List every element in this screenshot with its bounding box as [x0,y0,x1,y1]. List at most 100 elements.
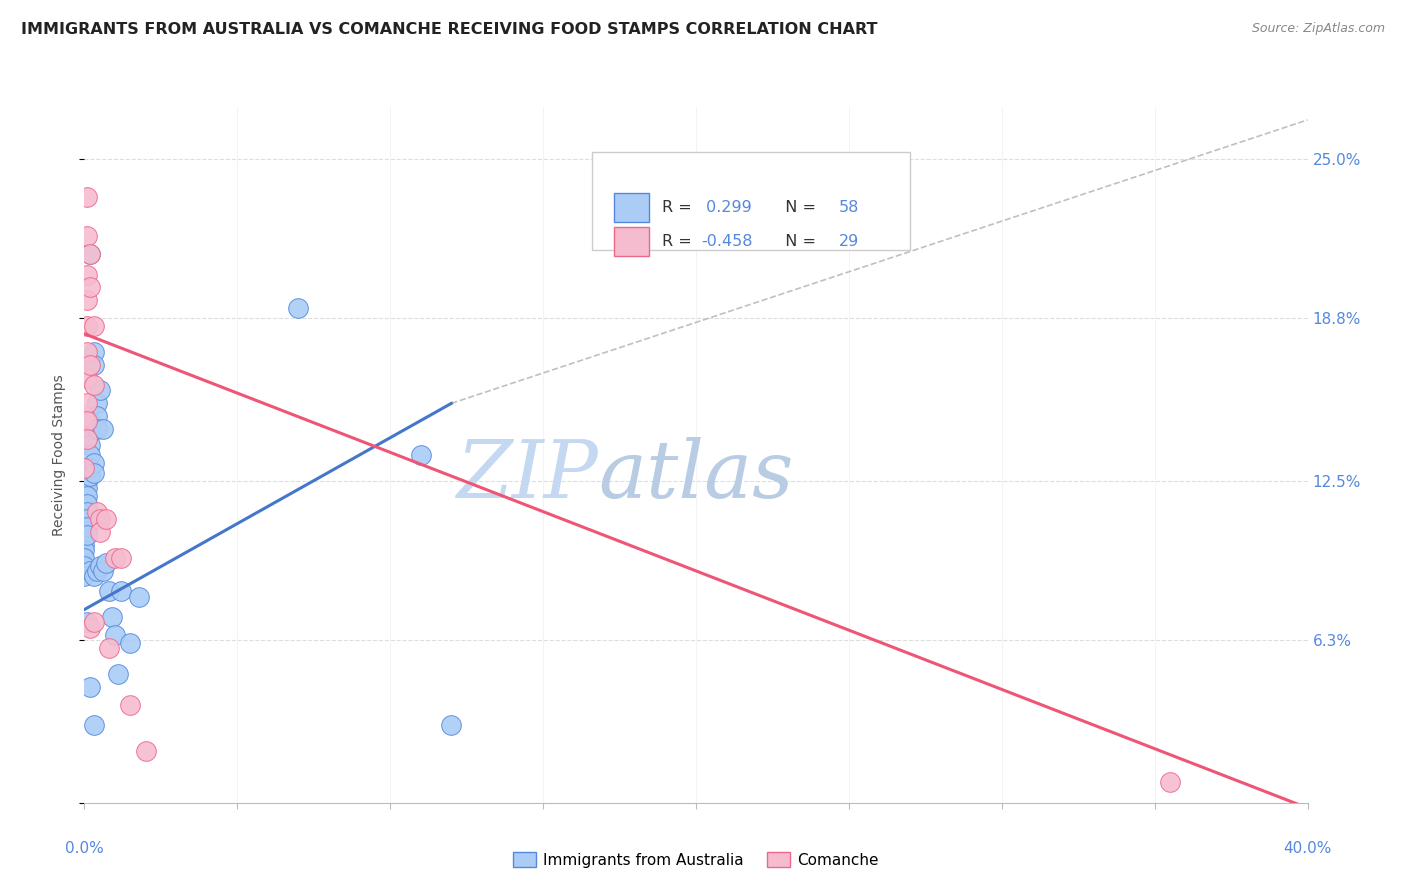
Point [76,370,98,384]
Point [110,551,132,566]
Point [79,247,101,261]
Point [76,528,98,542]
Point [79,621,101,635]
Point [76,520,98,534]
Point [83,378,105,392]
Point [76,468,98,483]
Point [79,414,101,428]
Point [79,437,101,451]
Point [73,460,96,475]
Point [79,448,101,462]
FancyBboxPatch shape [614,193,650,222]
Text: 40.0%: 40.0% [1284,841,1331,856]
Point [104,551,127,566]
Text: IMMIGRANTS FROM AUSTRALIA VS COMANCHE RECEIVING FOOD STAMPS CORRELATION CHART: IMMIGRANTS FROM AUSTRALIA VS COMANCHE RE… [21,22,877,37]
Point [94,556,117,570]
Point [76,414,98,428]
Point [89,512,111,526]
Point [86,396,108,410]
Point [73,409,96,424]
Point [79,280,101,294]
Point [86,505,108,519]
Point [76,319,98,334]
Point [73,491,96,506]
Point [79,460,101,475]
Text: 0.0%: 0.0% [65,841,104,856]
Point [76,615,98,630]
Point [73,486,96,500]
Y-axis label: Receiving Food Stamps: Receiving Food Stamps [52,374,66,536]
Point [76,482,98,496]
Text: R =: R = [662,234,696,249]
Point [73,530,96,544]
Point [94,512,117,526]
Point [73,525,96,540]
Point [76,512,98,526]
Point [86,564,108,578]
Text: Source: ZipAtlas.com: Source: ZipAtlas.com [1251,22,1385,36]
Point [97,584,120,599]
FancyBboxPatch shape [614,227,650,256]
Point [76,344,98,359]
Point [73,476,96,491]
FancyBboxPatch shape [592,153,910,250]
Point [79,680,101,694]
Point [73,512,96,526]
Point [79,564,101,578]
Point [128,590,150,604]
Point [73,517,96,532]
Legend: Immigrants from Australia, Comanche: Immigrants from Australia, Comanche [505,844,887,875]
Point [79,247,101,261]
Point [76,497,98,511]
Point [83,615,105,630]
Point [83,358,105,372]
Point [73,500,96,514]
Point [73,538,96,552]
Point [83,718,105,732]
Point [76,433,98,447]
Point [1159,775,1181,789]
Point [73,558,96,573]
Point [73,569,96,583]
Point [83,466,105,480]
Point [86,422,108,436]
Point [76,190,98,204]
Point [104,628,127,642]
Point [76,489,98,503]
Point [83,344,105,359]
Point [101,610,124,624]
Point [76,505,98,519]
Point [110,584,132,599]
Text: N =: N = [776,200,821,215]
Point [89,558,111,573]
Point [79,422,101,436]
Point [287,301,309,315]
Text: R =: R = [662,200,696,215]
Point [89,525,111,540]
Point [135,744,157,758]
Point [76,460,98,475]
Point [76,268,98,282]
Point [83,456,105,470]
Point [97,641,120,656]
Text: -0.458: -0.458 [700,234,752,249]
Point [79,468,101,483]
Point [79,358,101,372]
Point [86,409,108,424]
Point [83,569,105,583]
Point [120,636,142,650]
Text: atlas: atlas [598,437,793,515]
Point [107,667,129,681]
Point [76,228,98,243]
Text: ZIP: ZIP [457,437,598,515]
Text: N =: N = [776,234,821,249]
Point [73,551,96,566]
Text: 58: 58 [839,200,859,215]
Text: 0.299: 0.299 [700,200,752,215]
Point [76,293,98,308]
Point [440,718,463,732]
Point [76,474,98,488]
Point [83,319,105,334]
Point [91,564,114,578]
Point [409,448,432,462]
